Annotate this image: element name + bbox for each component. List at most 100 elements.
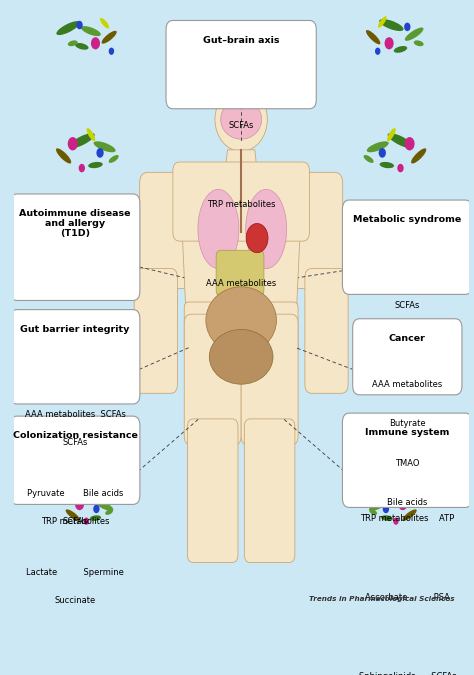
- Circle shape: [375, 47, 381, 55]
- Circle shape: [382, 267, 388, 276]
- Ellipse shape: [366, 30, 381, 45]
- Ellipse shape: [378, 16, 387, 28]
- FancyBboxPatch shape: [353, 319, 462, 395]
- Circle shape: [393, 281, 399, 289]
- Ellipse shape: [210, 329, 273, 384]
- Text: SCFAs: SCFAs: [62, 438, 88, 447]
- Ellipse shape: [206, 287, 276, 354]
- Polygon shape: [225, 150, 257, 171]
- FancyBboxPatch shape: [166, 20, 316, 109]
- Text: Gut–brain axis: Gut–brain axis: [203, 36, 279, 45]
- Ellipse shape: [96, 501, 113, 511]
- Ellipse shape: [100, 273, 109, 279]
- FancyBboxPatch shape: [10, 416, 140, 504]
- Circle shape: [83, 518, 89, 524]
- Ellipse shape: [383, 256, 408, 266]
- Ellipse shape: [380, 162, 394, 168]
- Ellipse shape: [56, 148, 71, 163]
- Circle shape: [95, 267, 101, 276]
- Text: AAA metabolites: AAA metabolites: [206, 279, 276, 288]
- FancyBboxPatch shape: [342, 200, 472, 294]
- Text: TMAO: TMAO: [395, 459, 419, 468]
- Circle shape: [109, 47, 114, 55]
- Ellipse shape: [364, 155, 374, 163]
- Circle shape: [79, 164, 85, 172]
- Text: SCFAs: SCFAs: [62, 516, 88, 526]
- Text: AAA metabolites: AAA metabolites: [372, 379, 442, 389]
- Circle shape: [75, 498, 84, 510]
- Circle shape: [401, 259, 410, 271]
- Circle shape: [73, 259, 82, 271]
- Ellipse shape: [81, 26, 101, 36]
- Circle shape: [405, 137, 415, 151]
- Ellipse shape: [364, 261, 383, 273]
- Text: Trends in Pharmacological Sciences: Trends in Pharmacological Sciences: [310, 596, 455, 602]
- Ellipse shape: [394, 46, 407, 53]
- Circle shape: [384, 37, 394, 49]
- Ellipse shape: [411, 148, 426, 163]
- Text: TRP metabolites    ATP: TRP metabolites ATP: [360, 514, 455, 522]
- Text: Cancer: Cancer: [389, 334, 426, 343]
- Text: Ascorbate          PSA: Ascorbate PSA: [365, 593, 450, 601]
- Ellipse shape: [198, 190, 239, 269]
- Ellipse shape: [381, 515, 392, 521]
- Ellipse shape: [387, 128, 396, 141]
- Polygon shape: [180, 178, 302, 326]
- Ellipse shape: [414, 40, 424, 47]
- Text: Bile acids: Bile acids: [387, 498, 428, 508]
- FancyBboxPatch shape: [134, 269, 177, 394]
- Circle shape: [68, 137, 78, 151]
- Text: Succinate: Succinate: [55, 596, 96, 605]
- Ellipse shape: [56, 21, 80, 35]
- Ellipse shape: [69, 133, 95, 148]
- Circle shape: [398, 498, 407, 510]
- Text: TRP metabolites: TRP metabolites: [207, 200, 275, 209]
- Ellipse shape: [88, 162, 103, 168]
- Text: Pyruvate       Bile acids: Pyruvate Bile acids: [27, 489, 123, 498]
- Ellipse shape: [385, 494, 407, 506]
- Ellipse shape: [388, 249, 395, 260]
- FancyBboxPatch shape: [10, 194, 140, 300]
- Ellipse shape: [74, 256, 99, 266]
- Ellipse shape: [369, 509, 377, 515]
- Ellipse shape: [87, 249, 95, 260]
- FancyBboxPatch shape: [241, 314, 298, 445]
- Text: Immune system: Immune system: [365, 429, 449, 437]
- Ellipse shape: [388, 133, 413, 148]
- Ellipse shape: [65, 510, 80, 520]
- Text: AAA metabolites  SCFAs: AAA metabolites SCFAs: [25, 410, 126, 419]
- Ellipse shape: [75, 494, 97, 506]
- Ellipse shape: [68, 40, 78, 47]
- Ellipse shape: [93, 141, 116, 153]
- Ellipse shape: [402, 510, 417, 520]
- Text: Colonization resistance: Colonization resistance: [12, 431, 137, 440]
- FancyBboxPatch shape: [10, 310, 140, 404]
- Circle shape: [96, 148, 104, 158]
- Circle shape: [393, 518, 399, 524]
- FancyBboxPatch shape: [305, 269, 348, 394]
- Circle shape: [383, 505, 389, 513]
- Text: SCFAs: SCFAs: [395, 300, 420, 310]
- FancyBboxPatch shape: [187, 419, 238, 562]
- Ellipse shape: [246, 223, 268, 252]
- Ellipse shape: [75, 43, 89, 50]
- Text: Sphingolipids      SCFAs: Sphingolipids SCFAs: [358, 672, 456, 675]
- Ellipse shape: [101, 31, 117, 44]
- Ellipse shape: [374, 273, 382, 279]
- Ellipse shape: [105, 509, 113, 515]
- Ellipse shape: [89, 279, 102, 286]
- FancyBboxPatch shape: [173, 162, 310, 241]
- FancyBboxPatch shape: [216, 250, 264, 296]
- Ellipse shape: [90, 515, 101, 521]
- Ellipse shape: [215, 88, 267, 151]
- Text: Autoimmune disease
and allergy
(T1D): Autoimmune disease and allergy (T1D): [19, 209, 131, 238]
- Ellipse shape: [109, 155, 118, 163]
- Text: SCFAs: SCFAs: [228, 121, 254, 130]
- Text: Lactate          Spermine: Lactate Spermine: [26, 568, 124, 577]
- Circle shape: [93, 505, 100, 513]
- FancyBboxPatch shape: [184, 314, 241, 445]
- Ellipse shape: [379, 19, 403, 31]
- Text: TRP metabolites: TRP metabolites: [41, 517, 109, 526]
- FancyBboxPatch shape: [184, 302, 298, 354]
- Ellipse shape: [100, 18, 109, 28]
